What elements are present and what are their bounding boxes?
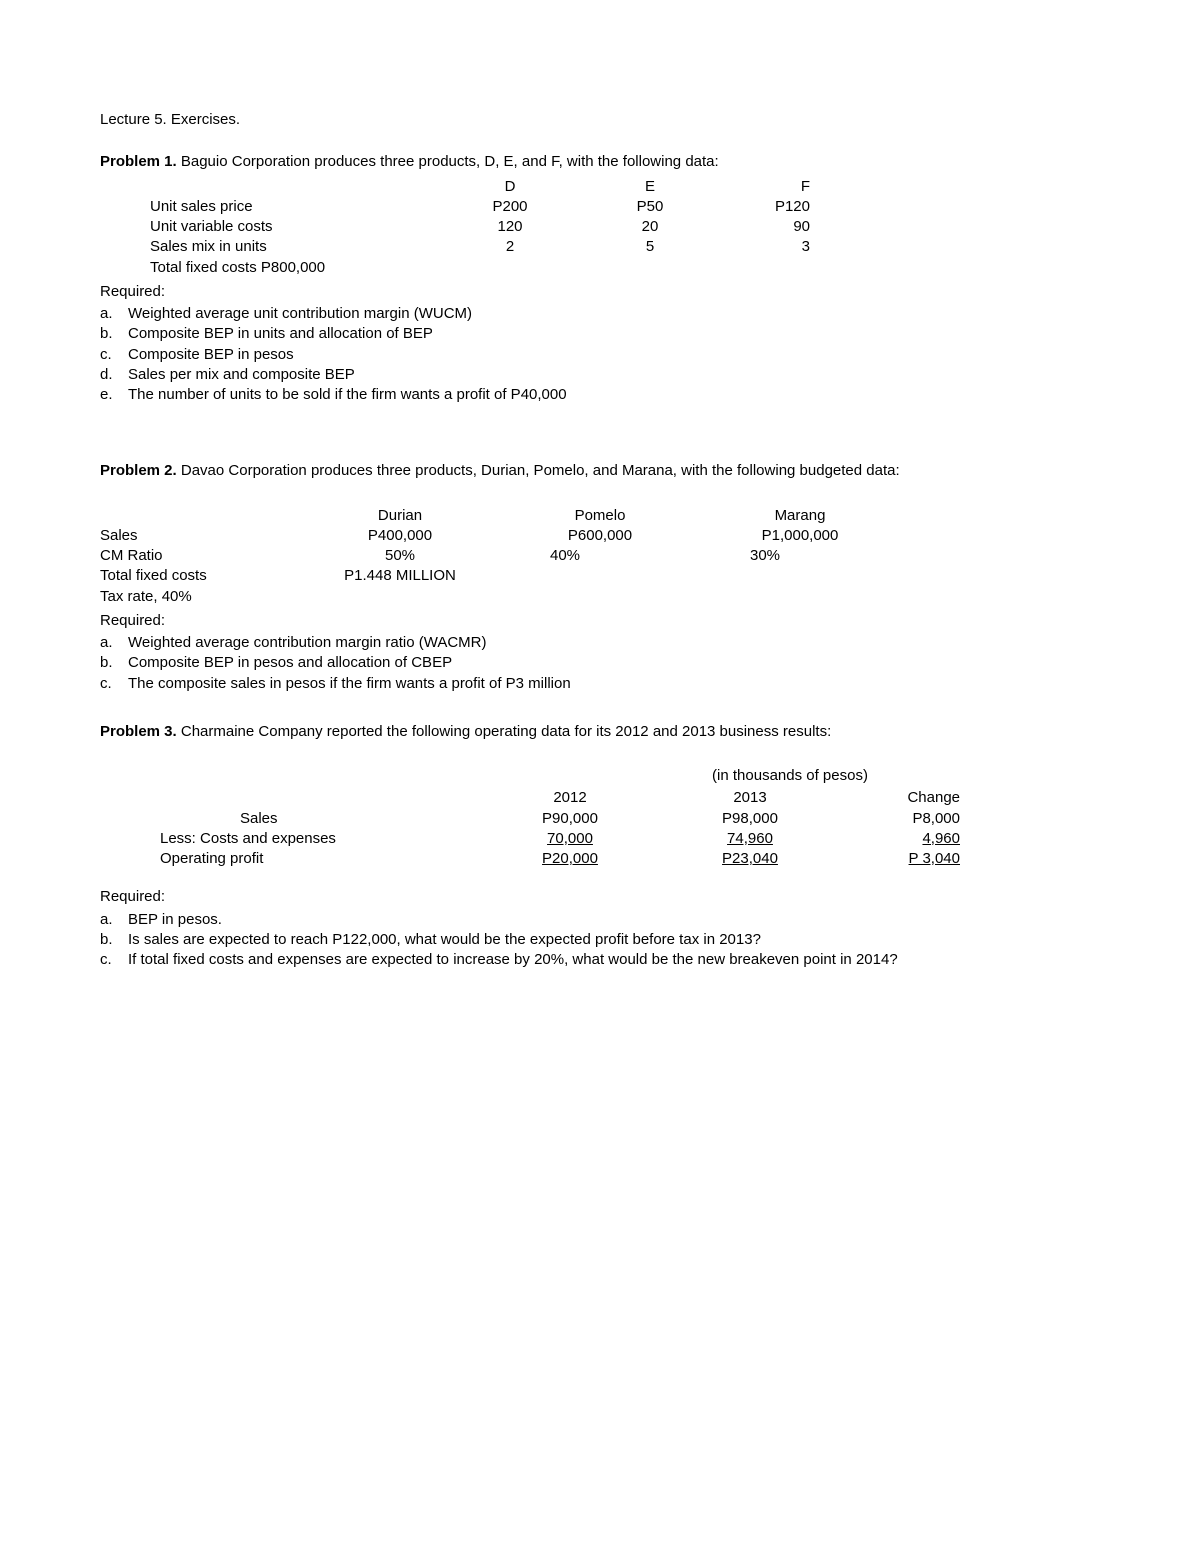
table-cell: P600,000 [500, 526, 700, 546]
problem1-required: Required: [100, 282, 1100, 302]
problem1-intro-text: Baguio Corporation produces three produc… [177, 153, 719, 170]
problem2-required: Required: [100, 611, 1100, 631]
problem3-table: 2012 2013 Change Sales P90,000 P98,000 P… [100, 788, 1100, 869]
table-cell: P98,000 [660, 809, 840, 829]
table-cell: P1,000,000 [700, 526, 900, 546]
table-cell: Tax rate, 40% [100, 587, 300, 607]
table-cell: P20,000 [480, 849, 660, 869]
problem2-table: Durian Pomelo Marang Sales P400,000 P600… [100, 506, 1100, 607]
table-cell: 20 [580, 217, 720, 237]
table-cell: P8,000 [840, 809, 980, 829]
table-cell: P400,000 [300, 526, 500, 546]
problem3-intro-text: Charmaine Company reported the following… [177, 723, 832, 740]
problem3-required: Required: [100, 887, 1100, 907]
problem2-intro-text: Davao Corporation produces three product… [177, 462, 900, 479]
list-marker: b. [100, 324, 128, 344]
table-cell: 5 [580, 237, 720, 257]
list-marker: c. [100, 674, 128, 694]
table-cell: 50% [300, 546, 500, 566]
table-cell: Sales mix in units [150, 237, 440, 257]
problem3-label: Problem 3. [100, 723, 177, 740]
list-marker: a. [100, 910, 128, 930]
list-text: The number of units to be sold if the fi… [128, 385, 1100, 405]
problem1-intro: Problem 1. Baguio Corporation produces t… [100, 152, 1100, 172]
problem2-intro: Problem 2. Davao Corporation produces th… [100, 461, 1100, 481]
table-cell: Sales [100, 809, 480, 829]
list-text: Weighted average unit contribution margi… [128, 304, 1100, 324]
table-cell: Less: Costs and expenses [100, 829, 480, 849]
problem3-intro: Problem 3. Charmaine Company reported th… [100, 722, 1100, 742]
list-text: Composite BEP in pesos [128, 345, 1100, 365]
lecture-title: Lecture 5. Exercises. [100, 110, 1100, 130]
table-cell: P1.448 MILLION [300, 566, 500, 586]
table-cell: 30% [700, 546, 900, 566]
table-header-durian: Durian [300, 506, 500, 526]
table-header-e: E [580, 177, 720, 197]
list-marker: b. [100, 653, 128, 673]
table-cell: Unit variable costs [150, 217, 440, 237]
list-text: Sales per mix and composite BEP [128, 365, 1100, 385]
table-cell: 74,960 [660, 829, 840, 849]
table-cell: 4,960 [840, 829, 980, 849]
table-cell: 2 [440, 237, 580, 257]
table-cell: 120 [440, 217, 580, 237]
table-header-f: F [720, 177, 820, 197]
list-text: If total fixed costs and expenses are ex… [128, 950, 1100, 970]
table-cell: P90,000 [480, 809, 660, 829]
table-cell: Sales [100, 526, 300, 546]
list-marker: b. [100, 930, 128, 950]
problem3-units-header: (in thousands of pesos) [480, 766, 1100, 786]
list-text: Is sales are expected to reach P122,000,… [128, 930, 1100, 950]
list-marker: c. [100, 345, 128, 365]
list-marker: a. [100, 304, 128, 324]
table-cell: 90 [720, 217, 820, 237]
table-cell: 70,000 [480, 829, 660, 849]
table-cell: 3 [720, 237, 820, 257]
list-text: Weighted average contribution margin rat… [128, 633, 1100, 653]
list-marker: e. [100, 385, 128, 405]
table-header-2012: 2012 [480, 788, 660, 808]
table-cell: Operating profit [100, 849, 480, 869]
table-header-marang: Marang [700, 506, 900, 526]
table-cell: Total fixed costs P800,000 [150, 258, 440, 278]
table-cell: Unit sales price [150, 197, 440, 217]
table-cell: P 3,040 [840, 849, 980, 869]
list-text: Composite BEP in units and allocation of… [128, 324, 1100, 344]
list-text: Composite BEP in pesos and allocation of… [128, 653, 1100, 673]
problem3-req-list: a.BEP in pesos. b.Is sales are expected … [100, 910, 1100, 971]
table-cell: P23,040 [660, 849, 840, 869]
problem1-label: Problem 1. [100, 153, 177, 170]
table-cell [150, 177, 440, 197]
problem2-req-list: a.Weighted average contribution margin r… [100, 633, 1100, 694]
problem2-label: Problem 2. [100, 462, 177, 479]
table-cell: P50 [580, 197, 720, 217]
table-cell: Total fixed costs [100, 566, 300, 586]
list-text: The composite sales in pesos if the firm… [128, 674, 1100, 694]
table-cell: CM Ratio [100, 546, 300, 566]
list-marker: d. [100, 365, 128, 385]
table-cell: P200 [440, 197, 580, 217]
table-header-d: D [440, 177, 580, 197]
table-cell: P120 [720, 197, 820, 217]
table-header-change: Change [840, 788, 980, 808]
table-header-pomelo: Pomelo [500, 506, 700, 526]
table-cell: 40% [500, 546, 700, 566]
table-cell [100, 506, 300, 526]
list-marker: c. [100, 950, 128, 970]
problem1-req-list: a.Weighted average unit contribution mar… [100, 304, 1100, 405]
list-text: BEP in pesos. [128, 910, 1100, 930]
table-header-2013: 2013 [660, 788, 840, 808]
problem1-table: D E F Unit sales price P200 P50 P120 Uni… [150, 177, 1100, 278]
table-cell [100, 788, 480, 808]
list-marker: a. [100, 633, 128, 653]
